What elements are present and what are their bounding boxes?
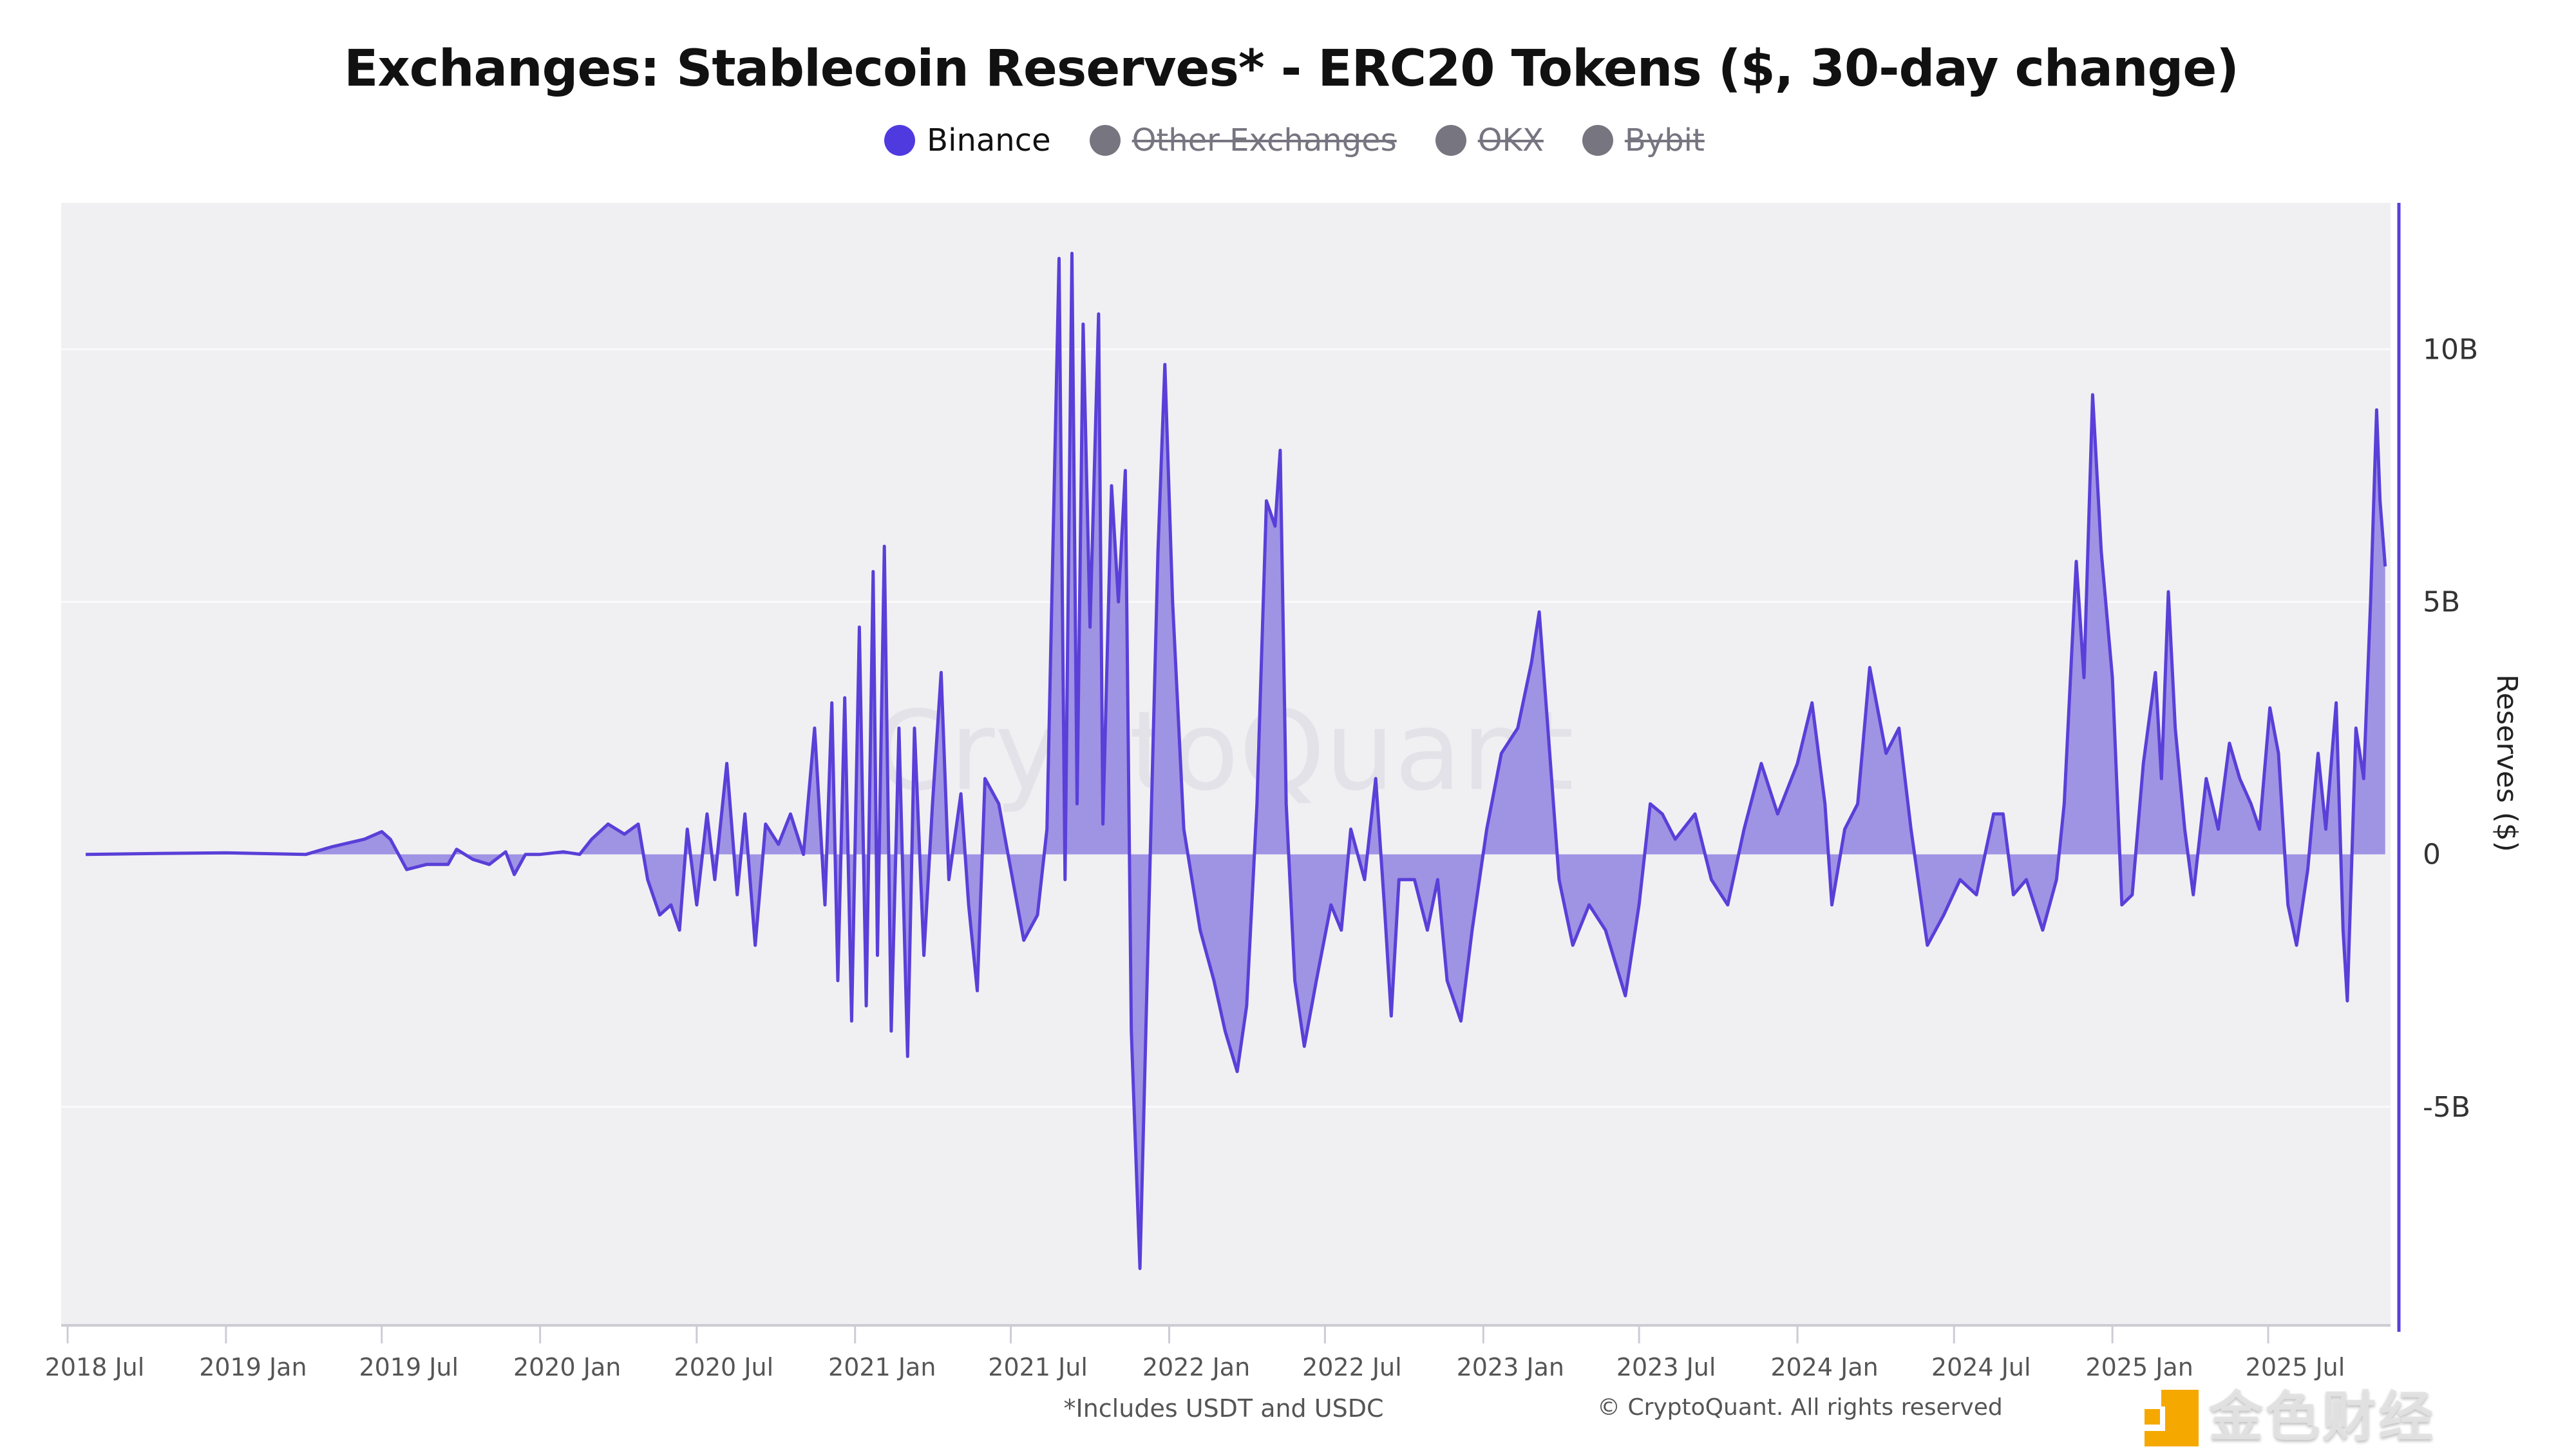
x-tick-label: 2019 Jan — [199, 1353, 307, 1381]
x-tick-label: 2021 Jul — [988, 1353, 1088, 1381]
legend-item-bybit[interactable]: Bybit — [1582, 122, 1705, 158]
legend-label: Other Exchanges — [1132, 122, 1397, 158]
gridlines — [61, 348, 2391, 1108]
x-tick-label: 2024 Jul — [1931, 1353, 2031, 1381]
x-tick-label: 2021 Jan — [828, 1353, 936, 1381]
y-tick-label: 10B — [2423, 333, 2478, 366]
legend-item-other-exchanges[interactable]: Other Exchanges — [1089, 122, 1397, 158]
chart-title: Exchanges: Stablecoin Reserves* - ERC20 … — [344, 40, 2239, 98]
y-tick-label: -5B — [2423, 1091, 2470, 1124]
x-tick-label: 2025 Jan — [2085, 1353, 2193, 1381]
footnote: *Includes USDT and USDC — [1063, 1394, 1384, 1423]
legend-item-binance[interactable]: Binance — [884, 122, 1051, 158]
jinse-logo-text: 金色财经 — [2209, 1385, 2436, 1448]
x-axis: 2018 Jul 2019 Jan 2019 Jul 2020 Jan 2020 Jul… — [45, 1324, 2391, 1381]
legend-label: OKX — [1477, 122, 1544, 158]
legend-item-okx[interactable]: OKX — [1435, 122, 1544, 158]
y-tick-label: 0 — [2423, 838, 2441, 871]
x-tick-label: 2020 Jan — [513, 1353, 621, 1381]
x-tick-label: 2025 Jul — [2246, 1353, 2345, 1381]
y-axis: 10B 5B 0 -5B — [2397, 203, 2478, 1332]
jinse-logo-overlay: 金色财经 — [2145, 1386, 2576, 1449]
x-tick-label: 2022 Jan — [1142, 1353, 1250, 1381]
x-tick-label: 2022 Jul — [1302, 1353, 1402, 1381]
legend-dot-icon — [1089, 125, 1121, 156]
x-tick-label: 2018 Jul — [45, 1353, 145, 1381]
legend: Binance Other Exchanges OKX Bybit — [0, 122, 2576, 158]
watermark: CryptoQuant — [873, 688, 1574, 815]
legend-label: Bybit — [1624, 122, 1705, 158]
x-tick-label: 2020 Jul — [674, 1353, 774, 1381]
legend-dot-icon — [1582, 125, 1613, 156]
legend-label: Binance — [927, 122, 1051, 158]
y-axis-title: Reserves ($) — [2490, 674, 2523, 852]
legend-dot-icon — [884, 125, 916, 156]
plot-area — [61, 203, 2391, 1324]
x-tick-label: 2024 Jan — [1770, 1353, 1878, 1381]
copyright: © CryptoQuant. All rights reserved — [1597, 1394, 2003, 1421]
y-tick-label: 5B — [2423, 586, 2460, 619]
legend-dot-icon — [1435, 125, 1466, 156]
x-tick-label: 2023 Jul — [1616, 1353, 1716, 1381]
x-tick-label: 2023 Jan — [1457, 1353, 1564, 1381]
jinse-logo-icon — [2145, 1386, 2202, 1447]
series-line-binance[interactable] — [86, 251, 2387, 1271]
x-tick-label: 2019 Jul — [359, 1353, 459, 1381]
